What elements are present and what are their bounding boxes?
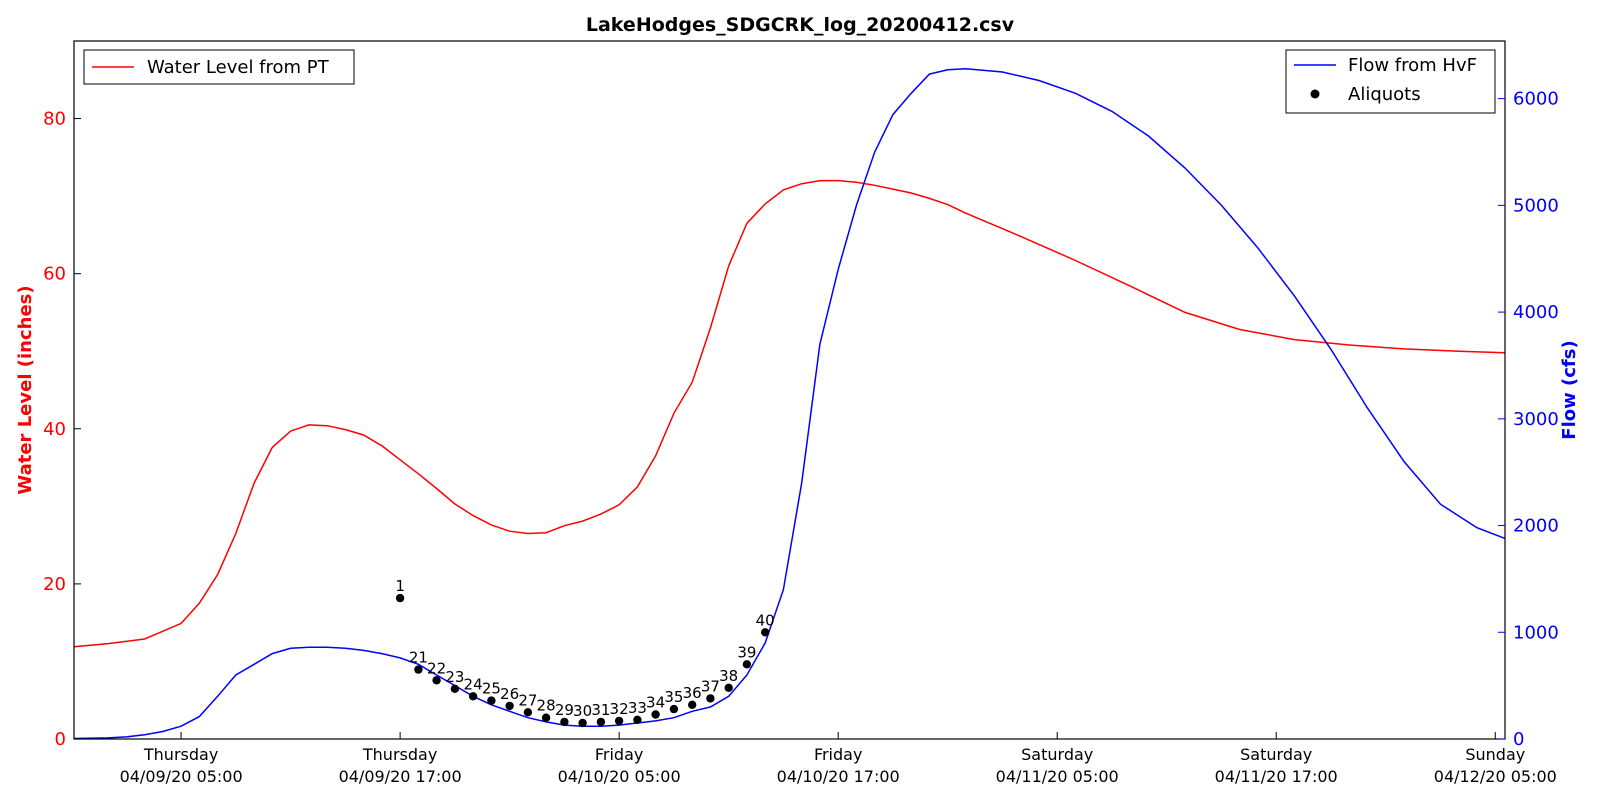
left-tick-label: 80 — [43, 109, 66, 130]
left-tick-label: 60 — [43, 264, 66, 285]
aliquot-label: 24 — [464, 675, 483, 693]
aliquot-marker — [432, 676, 441, 685]
aliquot-marker — [523, 708, 533, 717]
legend-aliquots-label: Aliquots — [1348, 84, 1421, 105]
aliquot-label: 28 — [537, 697, 556, 715]
aliquot-label: 25 — [482, 680, 501, 698]
right-tick-label: 0 — [1513, 729, 1524, 750]
aliquot-label: 23 — [445, 668, 464, 686]
x-tick-day-label: Sunday — [1465, 745, 1525, 764]
aliquot-marker — [468, 692, 478, 701]
aliquot-marker — [651, 710, 660, 719]
x-tick-date-label: 04/11/20 17:00 — [1215, 767, 1338, 786]
legend-water-level-label: Water Level from PT — [147, 57, 330, 78]
right-tick-label: 4000 — [1513, 302, 1559, 323]
aliquot-marker — [450, 684, 460, 693]
x-tick-day-label: Saturday — [1021, 745, 1093, 764]
x-tick-date-label: 04/09/20 17:00 — [339, 767, 462, 786]
right-tick-label: 1000 — [1513, 622, 1559, 643]
aliquot-marker — [724, 683, 733, 692]
aliquot-label: 27 — [518, 691, 537, 709]
aliquot-marker — [614, 716, 624, 726]
x-tick-date-label: 04/10/20 17:00 — [777, 767, 900, 786]
aliquot-label: 32 — [610, 700, 629, 718]
left-tick-label: 20 — [43, 574, 66, 595]
aliquot-marker — [487, 696, 496, 705]
aliquot-label: 39 — [737, 643, 756, 661]
aliquot-label: 21 — [409, 649, 428, 667]
aliquot-marker — [395, 593, 405, 603]
x-tick-day-label: Thursday — [143, 745, 218, 764]
aliquot-label: 29 — [555, 701, 574, 719]
legend-right: Flow from HvF Aliquots — [1285, 49, 1496, 114]
aliquot-marker — [706, 694, 715, 703]
aliquot-marker — [633, 715, 642, 724]
aliquot-label: 1 — [395, 577, 405, 595]
aliquot-label: 33 — [628, 699, 647, 717]
aliquot-label: 36 — [683, 684, 702, 702]
aliquot-label: 40 — [756, 611, 775, 629]
legend-right-box — [1285, 49, 1496, 114]
legend-flow-label: Flow from HvF — [1348, 55, 1477, 76]
left-tick-label: 40 — [43, 419, 66, 440]
flow-line — [73, 67, 1506, 740]
aliquot-label: 31 — [591, 701, 610, 719]
x-tick-date-label: 04/11/20 05:00 — [996, 767, 1119, 786]
legend-left: Water Level from PT — [83, 49, 355, 85]
aliquot-marker — [742, 660, 752, 669]
chart-title: LakeHodges_SDGCRK_log_20200412.csv — [586, 14, 1015, 36]
x-tick-day-label: Saturday — [1240, 745, 1312, 764]
aliquot-marker — [688, 700, 697, 709]
axes: 0 20 40 60 80 0 1000 2000 3000 4000 5000 6000 Thursd… — [43, 89, 1559, 786]
right-axis-label: Flow (cfs) — [1559, 340, 1580, 439]
right-tick-label: 3000 — [1513, 409, 1559, 430]
aliquot-marker — [541, 713, 551, 722]
aliquot-marker — [761, 628, 770, 637]
aliquot-marker — [669, 704, 679, 714]
aliquot-marker — [578, 718, 587, 728]
aliquot-label: 37 — [701, 677, 720, 695]
x-tick-day-label: Friday — [814, 745, 863, 764]
x-tick-date-label: 04/09/20 05:00 — [120, 767, 243, 786]
aliquot-marker — [596, 717, 606, 727]
right-tick-label: 5000 — [1513, 195, 1559, 216]
aliquot-label: 35 — [664, 688, 683, 706]
left-tick-label: 0 — [55, 729, 66, 750]
aliquot-label: 26 — [500, 685, 519, 703]
aliquot-label: 38 — [719, 667, 738, 685]
aliquot-label: 22 — [427, 659, 446, 677]
right-tick-label: 2000 — [1513, 516, 1559, 537]
aliquot-label: 34 — [646, 694, 665, 712]
left-axis-label: Water Level (inches) — [15, 285, 36, 494]
aliquot-label: 30 — [573, 702, 592, 720]
legend-aliquots-marker — [1310, 89, 1320, 99]
x-tick-day-label: Friday — [595, 745, 644, 764]
aliquot-marker — [414, 665, 423, 674]
aliquot-marker — [505, 701, 514, 711]
x-tick-date-label: 04/12/20 05:00 — [1434, 767, 1557, 786]
x-tick-date-label: 04/10/20 05:00 — [558, 767, 681, 786]
aliquot-marker — [560, 717, 569, 727]
right-tick-label: 6000 — [1513, 89, 1559, 110]
x-tick-day-label: Thursday — [362, 745, 437, 764]
water-level-line — [73, 179, 1506, 648]
plot-frame — [73, 40, 1506, 740]
